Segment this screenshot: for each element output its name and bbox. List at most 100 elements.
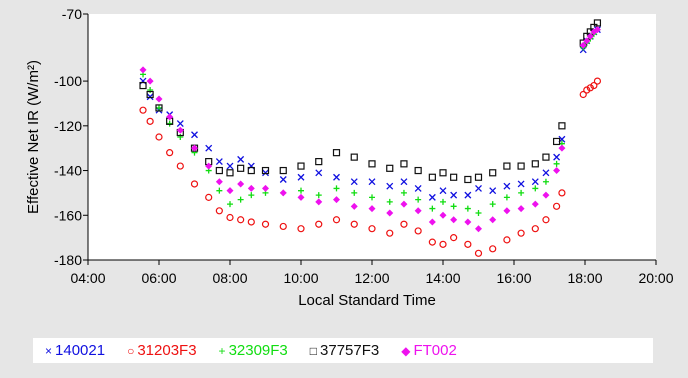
data-point <box>333 196 340 204</box>
x-axis-title: Local Standard Time <box>298 292 436 309</box>
data-point <box>226 162 234 170</box>
data-point <box>517 229 525 237</box>
data-point <box>400 178 408 186</box>
data-point <box>474 249 483 257</box>
legend-label: 140021 <box>55 342 106 359</box>
data-point <box>517 205 525 213</box>
data-point <box>428 193 436 201</box>
data-point <box>298 187 304 194</box>
data-point <box>146 93 154 101</box>
data-point <box>226 213 234 222</box>
legend: × 140021 ○ 31203F3 +32309F3 □ 37757F3 ◆ FT002 <box>33 338 653 363</box>
data-point <box>593 19 602 27</box>
data-point <box>237 196 244 203</box>
data-point <box>247 166 255 175</box>
data-point <box>215 166 223 175</box>
data-point <box>531 225 539 233</box>
series-ft002 <box>139 26 601 233</box>
data-point <box>146 117 154 125</box>
data-point <box>315 198 323 206</box>
data-point <box>475 225 482 233</box>
data-point <box>558 144 566 152</box>
data-point <box>166 149 174 157</box>
data-point <box>579 41 587 49</box>
data-point <box>237 180 245 188</box>
x-tick-label: 08:00 <box>212 270 247 286</box>
data-point <box>215 207 223 215</box>
data-point <box>542 153 550 161</box>
data-point <box>414 166 422 175</box>
data-point <box>439 211 447 219</box>
data-point <box>350 178 358 186</box>
data-point <box>489 216 497 224</box>
data-point <box>315 220 323 228</box>
data-point <box>579 90 587 99</box>
data-point <box>593 77 602 85</box>
x-tick-label: 14:00 <box>425 270 460 286</box>
data-point <box>176 126 184 134</box>
data-point <box>191 131 198 139</box>
data-point <box>532 185 539 192</box>
data-point <box>350 202 358 210</box>
data-point <box>155 104 163 112</box>
data-point <box>464 218 472 226</box>
data-point <box>464 175 472 184</box>
data-point <box>489 245 497 253</box>
data-point <box>415 196 422 203</box>
legend-label: 37757F3 <box>320 342 380 359</box>
data-point <box>166 113 174 121</box>
data-point <box>205 144 213 152</box>
data-point <box>386 164 394 172</box>
data-point <box>531 178 539 186</box>
data-point <box>297 193 305 201</box>
data-point <box>297 225 305 233</box>
legend-item: □ 37757F3 <box>310 342 379 359</box>
data-point <box>262 184 269 192</box>
data-point <box>315 169 323 177</box>
series-31203f3 <box>139 77 602 257</box>
data-point <box>139 106 147 114</box>
data-point <box>332 149 341 157</box>
data-point <box>386 182 394 190</box>
data-point <box>542 191 550 199</box>
data-point <box>475 210 482 217</box>
data-point <box>400 189 407 196</box>
data-point <box>279 189 287 197</box>
data-point <box>315 192 322 199</box>
data-point <box>450 216 458 224</box>
legend-item: ◆ FT002 <box>401 342 457 359</box>
data-point <box>400 220 408 228</box>
data-point <box>139 81 147 90</box>
data-point <box>450 234 458 242</box>
points-layer <box>139 19 602 257</box>
data-point <box>226 169 234 177</box>
x-tick-label: 20:00 <box>638 270 673 286</box>
data-point <box>237 216 245 224</box>
data-point <box>386 198 393 205</box>
data-point <box>429 205 436 212</box>
data-point <box>414 207 422 215</box>
data-point <box>279 166 287 175</box>
data-point <box>518 189 525 196</box>
data-point <box>450 173 458 181</box>
data-point <box>350 153 358 161</box>
y-tick-label: -180 <box>54 252 82 268</box>
data-point <box>531 160 539 168</box>
data-point <box>464 240 472 248</box>
data-point <box>542 178 549 185</box>
data-point <box>450 191 458 199</box>
data-point <box>368 225 376 233</box>
data-point <box>333 173 340 181</box>
data-point <box>428 218 436 226</box>
data-point <box>586 32 594 40</box>
data-point <box>227 201 233 208</box>
data-point <box>369 194 375 201</box>
y-tick-label: -120 <box>54 118 82 134</box>
legend-label: FT002 <box>413 342 457 359</box>
data-point <box>237 155 245 163</box>
data-point <box>503 182 511 190</box>
data-point <box>350 220 358 228</box>
x-tick-label: 06:00 <box>141 270 176 286</box>
data-point <box>440 198 446 205</box>
